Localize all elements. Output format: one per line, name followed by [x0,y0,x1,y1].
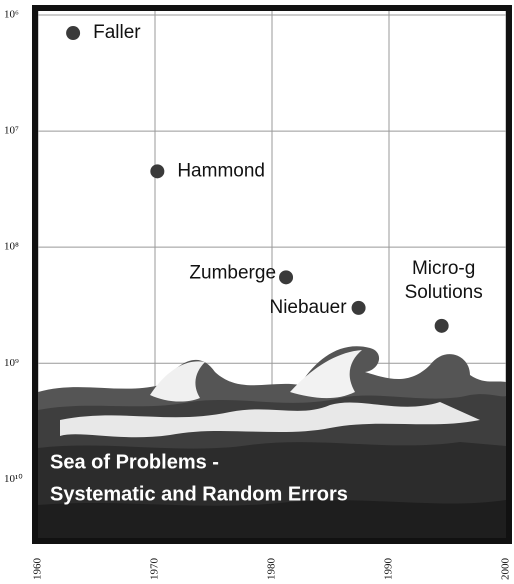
wave-crest [290,350,362,399]
point-label: Hammond [177,160,265,181]
point-label: Zumberge [189,262,276,283]
y-tick-label: 10¹⁰ [4,473,23,485]
data-point [351,300,366,315]
data-point [150,164,165,179]
x-tick-label: 1960 [32,558,44,581]
annotation: Sea of Problems - [50,451,219,473]
data-point [434,318,449,333]
x-tick-label: 2000 [500,558,512,581]
data-point [66,26,81,41]
point-label: Solutions [405,282,483,303]
wave-crest [150,361,205,402]
y-tick-label: 10⁷ [4,125,19,137]
point-label: Micro-g [412,258,475,279]
point-label: Faller [93,22,141,43]
y-tick-label: 10⁸ [4,241,19,253]
x-tick-label: 1990 [383,558,395,581]
x-tick-label: 1980 [266,558,278,581]
y-tick-label: 10⁹ [4,357,19,369]
x-tick-label: 1970 [149,558,161,581]
annotation: Systematic and Random Errors [50,483,348,505]
y-tick-label: 10⁶ [4,9,19,21]
point-label: Niebauer [269,297,347,318]
data-point [279,270,294,285]
sea-illustration [38,346,506,538]
sea-floor [38,500,506,538]
sea-foam [60,402,480,438]
plot-frame [32,5,512,544]
